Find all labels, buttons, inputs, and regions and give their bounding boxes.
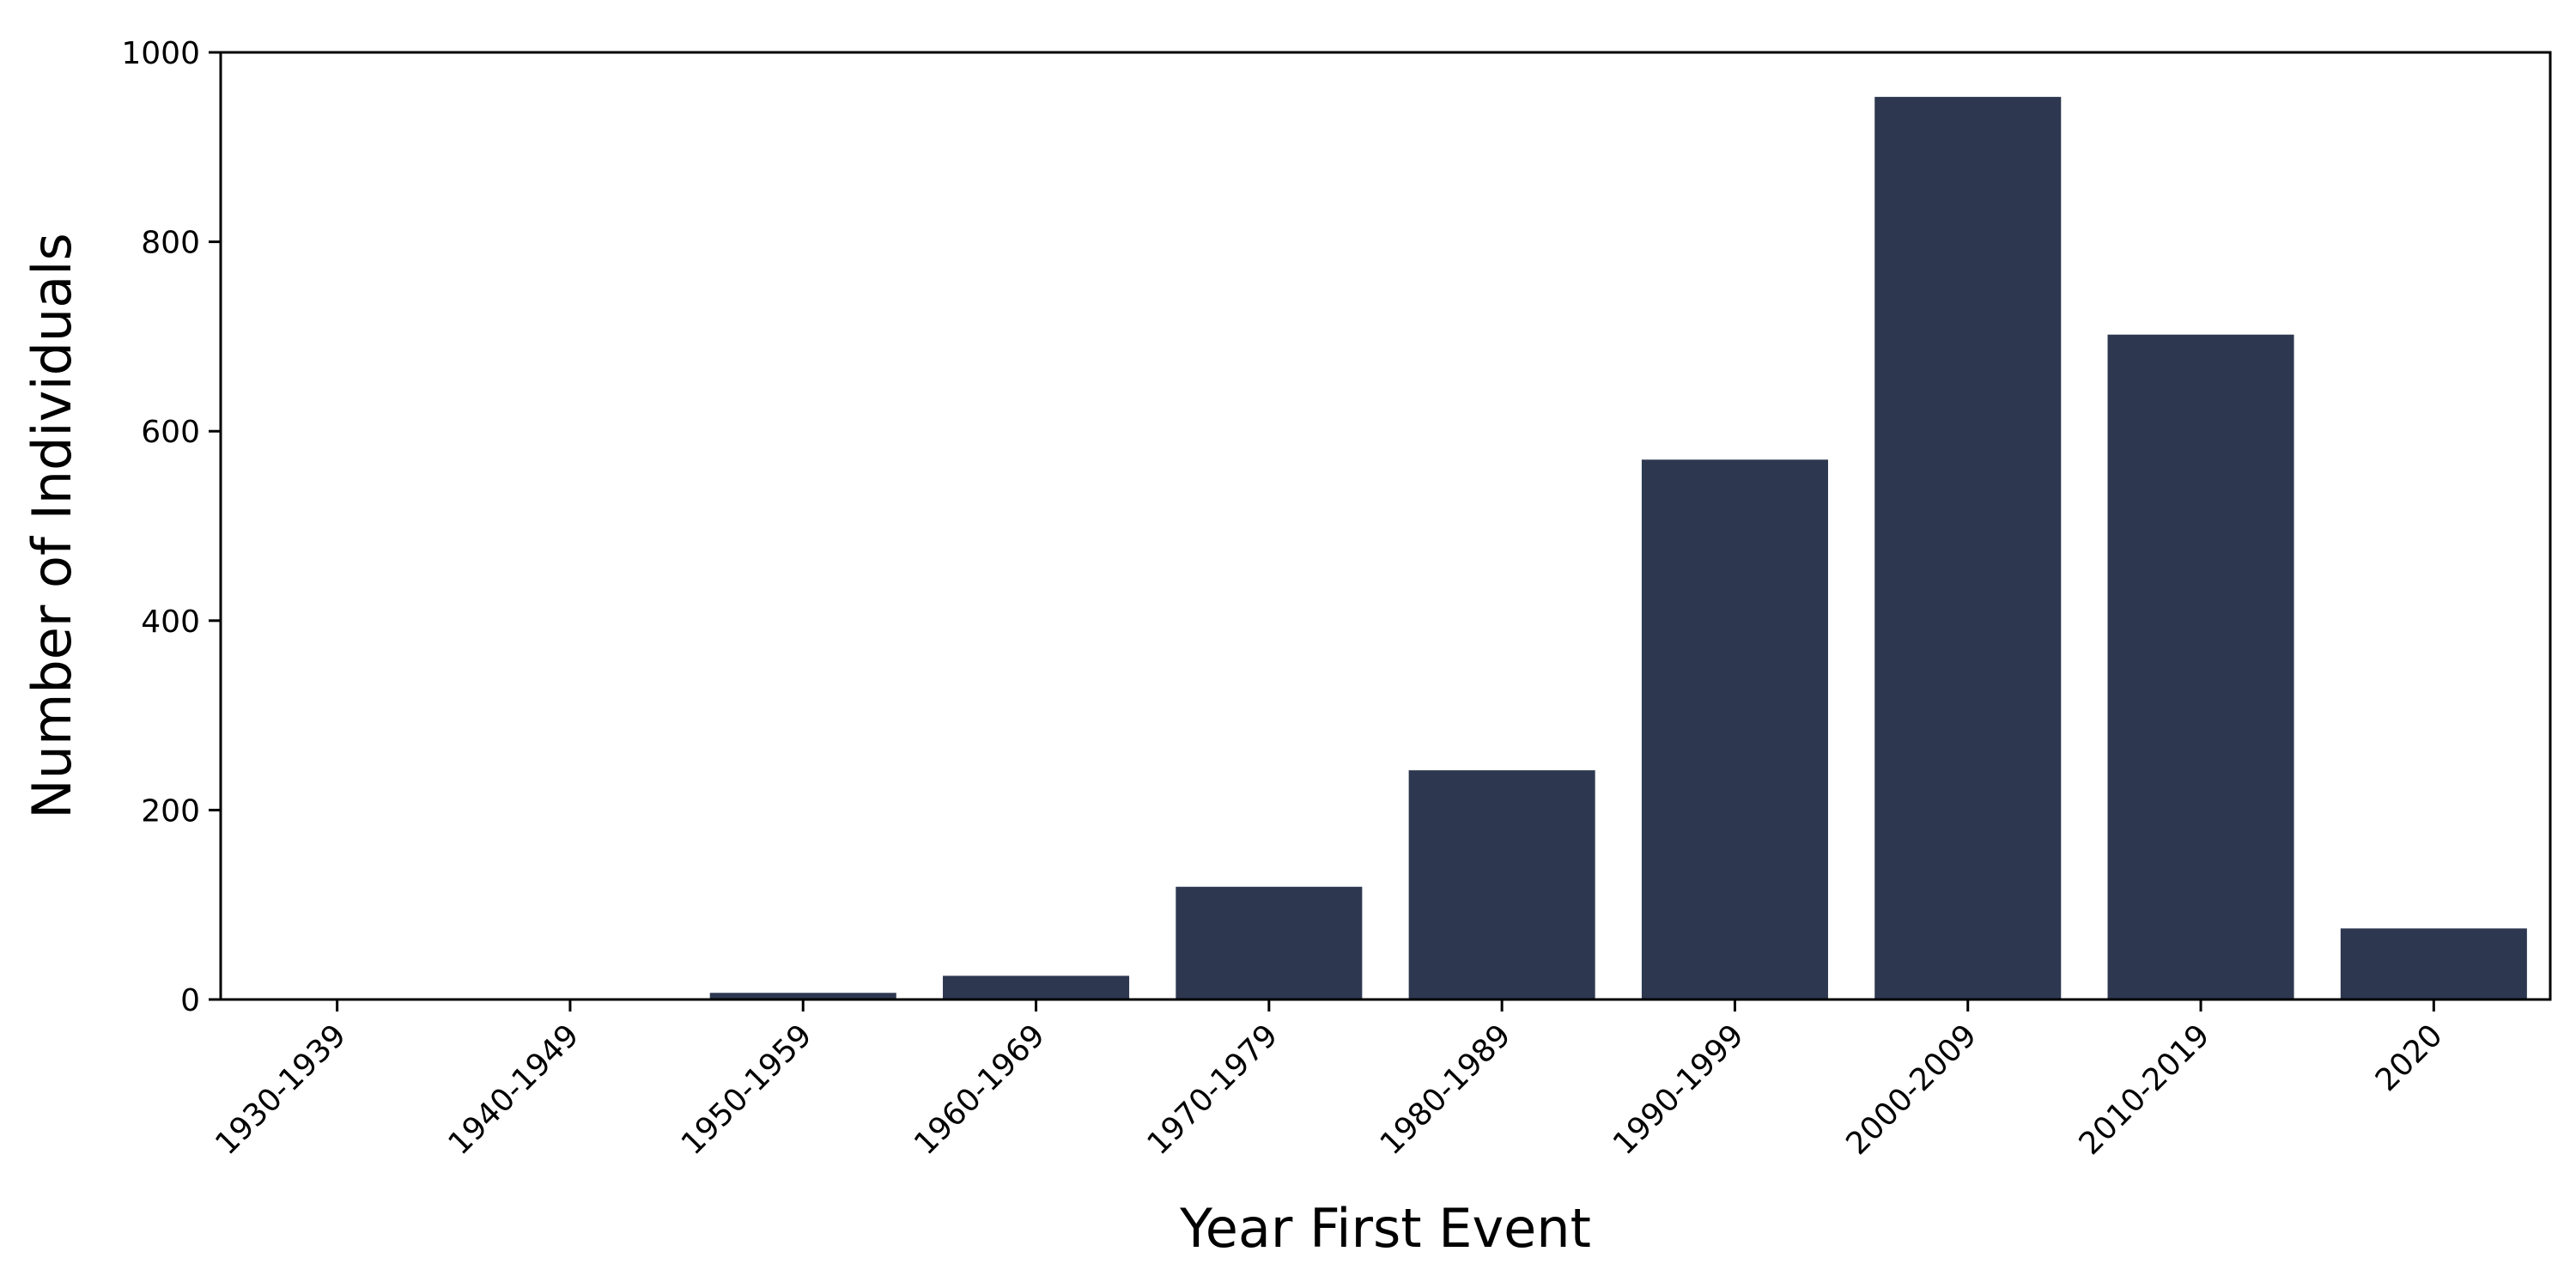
x-axis-label: Year First Event xyxy=(1179,1197,1591,1260)
bar-2020 xyxy=(2340,928,2527,999)
bar-1970-1979 xyxy=(1176,886,1363,999)
x-tick-label: 1930-1939 xyxy=(209,1018,353,1162)
y-tick-label: 0 xyxy=(180,983,200,1018)
x-tick-label: 1980-1989 xyxy=(1374,1018,1518,1162)
y-tick-label: 800 xyxy=(141,226,200,261)
y-axis-label: Number of Individuals xyxy=(21,233,83,818)
x-tick-label: 2020 xyxy=(2369,1018,2450,1098)
x-tick-label: 1990-1999 xyxy=(1607,1018,1751,1162)
bar-2010-2019 xyxy=(2107,334,2294,1000)
y-tick-label: 200 xyxy=(141,793,200,829)
x-tick-label: 1970-1979 xyxy=(1140,1018,1285,1162)
bar-1950-1959 xyxy=(709,993,896,999)
x-tick-label: 1950-1959 xyxy=(675,1018,819,1162)
bar-1990-1999 xyxy=(1641,459,1828,999)
plot-frame xyxy=(219,51,2552,1001)
bar-1960-1969 xyxy=(943,975,1130,999)
bar-2000-2009 xyxy=(1874,96,2062,999)
x-axis-ticks: 1930-1939 1940-1949 1950-1959 1960-1969 1970… xyxy=(209,999,2450,1162)
y-tick-label: 1000 xyxy=(121,36,200,71)
x-tick-label: 2010-2019 xyxy=(2073,1018,2217,1162)
x-tick-label: 1940-1949 xyxy=(442,1018,586,1162)
x-tick-label: 1960-1969 xyxy=(908,1018,1052,1162)
y-tick-label: 400 xyxy=(141,605,200,640)
bar-1980-1989 xyxy=(1408,770,1595,999)
bars-group xyxy=(244,96,2527,1000)
x-tick-label: 2000-2009 xyxy=(1839,1018,1984,1162)
y-axis-ticks: 0 200 400 600 800 1000 xyxy=(121,36,221,1018)
y-tick-label: 600 xyxy=(141,415,200,450)
